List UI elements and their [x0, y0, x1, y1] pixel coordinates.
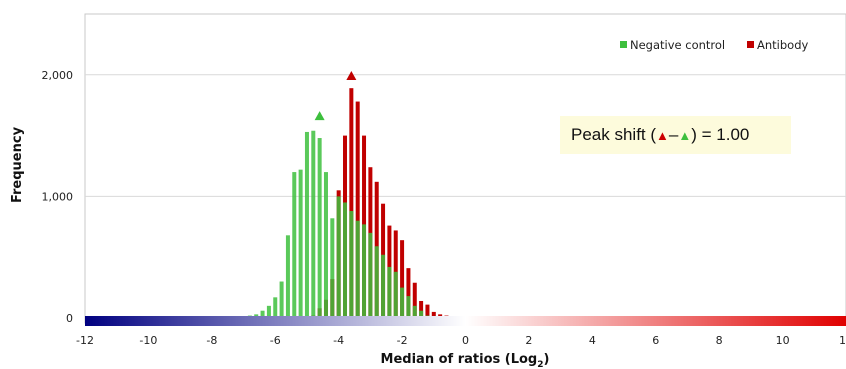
- bar-negative-control: [387, 266, 392, 318]
- y-tick-label: 0: [66, 312, 73, 325]
- annotation-suffix: ) = 1.00: [691, 125, 750, 144]
- legend: Negative control Antibody: [620, 38, 808, 52]
- bar-negative-control: [304, 131, 309, 318]
- x-tick-label: 0: [462, 334, 469, 347]
- bar-negative-control: [285, 235, 290, 318]
- y-tick-label: 1,000: [42, 190, 74, 203]
- bar-negative-control: [349, 210, 354, 318]
- gridlines: [85, 74, 846, 197]
- bar-negative-control: [336, 196, 341, 318]
- x-tick-label: 4: [589, 334, 596, 347]
- bar-negative-control: [343, 202, 348, 318]
- plot-area-frame: [84, 13, 846, 324]
- red-triangle-icon: ▲: [656, 128, 669, 143]
- bar-negative-control: [374, 246, 379, 318]
- peak-marker-negative-control: [314, 111, 325, 121]
- y-axis-title: Frequency: [10, 126, 25, 203]
- bar-negative-control: [393, 271, 398, 318]
- bar-negative-control: [273, 297, 278, 318]
- bar-antibody: [425, 304, 430, 318]
- bar-negative-control: [260, 310, 265, 318]
- x-tick-label: -12: [76, 334, 94, 347]
- bar-antibody: [406, 268, 411, 318]
- x-tick-label: 6: [652, 334, 659, 347]
- bar-antibody: [419, 300, 424, 318]
- x-tick-label: -4: [333, 334, 344, 347]
- bar-negative-control: [317, 138, 322, 318]
- bar-antibody: [412, 282, 417, 318]
- legend-swatch-antibody: [747, 41, 754, 48]
- bar-negative-control: [298, 169, 303, 318]
- x-tick-label: 12: [839, 334, 846, 347]
- x-axis-title-subscript: 2: [537, 360, 543, 369]
- x-tick-label: 10: [776, 334, 790, 347]
- bar-antibody: [355, 101, 360, 318]
- y-tick-labels: 0 1,000 2,000: [42, 69, 74, 325]
- bar-negative-control: [406, 296, 411, 318]
- bar-antibody: [431, 311, 436, 318]
- peak-shift-annotation: Peak shift (▲–▲) = 1.00: [560, 116, 791, 154]
- bar-antibody: [400, 240, 405, 318]
- x-tick-labels: -12 -10 -8 -6 -4 -2 0 2 4 6 8 10 12: [76, 334, 846, 347]
- bar-negative-control: [292, 172, 297, 318]
- legend-label-negative-control: Negative control: [630, 38, 725, 52]
- bars-layer: [190, 88, 722, 319]
- bar-negative-control: [355, 220, 360, 318]
- bar-negative-control: [400, 287, 405, 318]
- bar-negative-control: [381, 254, 386, 318]
- bar-negative-control: [311, 130, 316, 318]
- y-tick-label: 2,000: [42, 69, 74, 82]
- bar-negative-control: [419, 310, 424, 318]
- annotation-prefix: Peak shift (: [571, 125, 657, 144]
- x-tick-label: -8: [206, 334, 217, 347]
- legend-swatch-negative-control: [620, 41, 627, 48]
- x-axis-title-main: Median of ratios (Log: [381, 352, 538, 367]
- x-tick-label: 2: [525, 334, 532, 347]
- x-tick-label: -2: [397, 334, 408, 347]
- bar-negative-control: [330, 218, 335, 318]
- bar-negative-control: [362, 224, 367, 318]
- bar-negative-control: [266, 305, 271, 318]
- x-tick-label: -10: [139, 334, 157, 347]
- x-tick-label: -6: [270, 334, 281, 347]
- annotation-dash: –: [668, 125, 679, 144]
- green-triangle-icon: ▲: [678, 128, 692, 143]
- bar-negative-control: [368, 232, 373, 318]
- x-axis-title: Median of ratios (Log2): [381, 352, 550, 369]
- x-axis-title-end: ): [544, 352, 550, 367]
- peak-markers: [314, 71, 357, 121]
- peak-marker-antibody: [346, 71, 357, 81]
- bar-negative-control: [412, 305, 417, 318]
- x-tick-label: 8: [716, 334, 723, 347]
- legend-label-antibody: Antibody: [757, 38, 808, 52]
- bar-antibody: [349, 88, 354, 319]
- bar-negative-control: [279, 281, 284, 318]
- bar-negative-control: [323, 172, 328, 318]
- x-color-gradient-bar: [85, 316, 846, 326]
